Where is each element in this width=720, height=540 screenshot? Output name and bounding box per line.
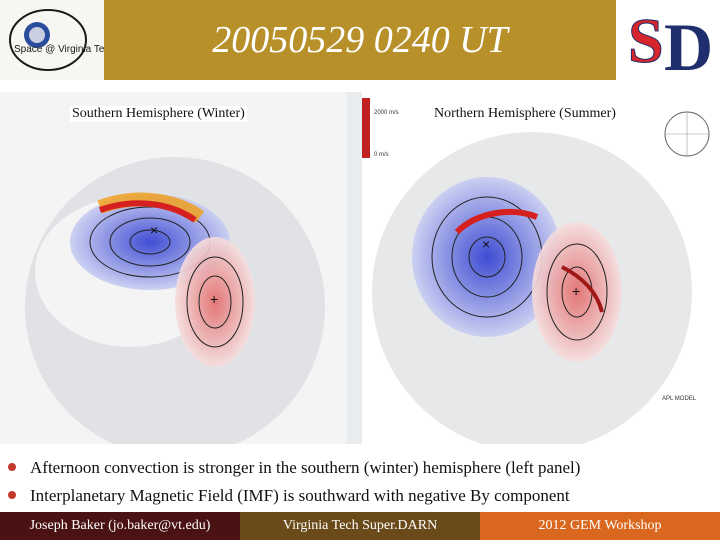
- title-band: [104, 0, 616, 80]
- svg-text:+: +: [572, 283, 580, 299]
- superdarn-logo: S D: [616, 0, 720, 85]
- svg-text:×: ×: [150, 222, 158, 238]
- footer: Joseph Baker (jo.baker@vt.edu) Virginia …: [0, 512, 720, 540]
- bullet-item: Interplanetary Magnetic Field (IMF) is s…: [8, 486, 570, 506]
- southern-hemisphere-map: × + Southern Hemisphere (Winter): [0, 92, 347, 457]
- northern-hemisphere-map: × + 2000 m/s 0 m/s APL MODEL Northern He…: [362, 92, 720, 452]
- colorbar-bottom-value: 0 m/s: [374, 152, 389, 158]
- bullet-dot-icon: [8, 463, 16, 471]
- footer-author: Joseph Baker (jo.baker@vt.edu): [0, 512, 240, 540]
- bullet-text: Afternoon convection is stronger in the …: [30, 458, 581, 477]
- svg-text:×: ×: [482, 236, 490, 252]
- header: Space @ Virginia Tech 20050529 0240 UT S…: [0, 0, 720, 90]
- bullet-item: Afternoon convection is stronger in the …: [8, 458, 580, 478]
- slide-title: 20050529 0240 UT: [212, 19, 508, 61]
- bullet-text: Interplanetary Magnetic Field (IMF) is s…: [30, 486, 570, 505]
- svg-text:+: +: [210, 291, 218, 307]
- space-at-virginia-tech-logo: Space @ Virginia Tech: [0, 0, 104, 80]
- svg-text:S: S: [628, 5, 664, 76]
- convection-maps: × + Southern Hemisphere (Winter): [0, 92, 720, 457]
- southern-hemisphere-label: Southern Hemisphere (Winter): [70, 106, 247, 122]
- svg-text:Space @ Virginia Tech: Space @ Virginia Tech: [14, 44, 104, 55]
- svg-text:D: D: [664, 9, 713, 80]
- northern-hemisphere-label: Northern Hemisphere (Summer): [432, 106, 618, 122]
- bullet-dot-icon: [8, 491, 16, 499]
- model-label: APL MODEL: [662, 396, 697, 402]
- colorbar-top-value: 2000 m/s: [374, 110, 399, 116]
- footer-organization: Virginia Tech Super.DARN: [240, 512, 480, 540]
- footer-event: 2012 GEM Workshop: [480, 512, 720, 540]
